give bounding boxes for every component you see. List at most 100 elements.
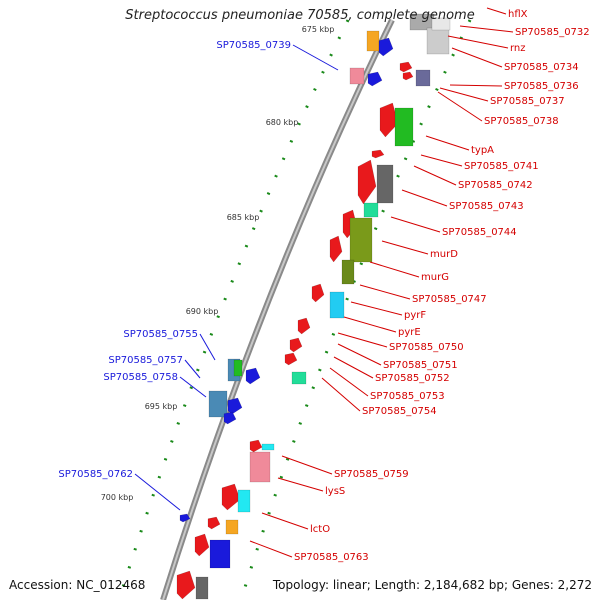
leader-line [333, 356, 374, 379]
gene-label-forward[interactable]: SP70585_0747 [412, 294, 487, 305]
gene-arrow [179, 513, 191, 523]
gene-label-forward[interactable]: SP70585_0743 [449, 201, 524, 212]
gene-block [394, 107, 414, 147]
gene-label-forward[interactable]: SP70585_0734 [504, 62, 579, 73]
gene-label-reverse[interactable]: SP70585_0739 [216, 40, 291, 51]
genome-title: Streptococcus pneumoniae 70585, complete… [125, 8, 475, 23]
leader-line [447, 35, 509, 49]
gene-label-forward[interactable]: pyrF [404, 310, 426, 321]
gene-label-forward[interactable]: pyrE [398, 327, 421, 338]
gene-block [376, 164, 394, 204]
gene-label-forward[interactable]: typA [471, 145, 494, 156]
kbp-tick-label: 700 kbp [101, 493, 134, 502]
leader-line [199, 333, 216, 361]
gene-label-reverse[interactable]: SP70585_0758 [103, 372, 178, 383]
gene-label-forward[interactable]: lctO [310, 524, 330, 535]
gene-arrow [371, 149, 385, 159]
leader-line [179, 376, 207, 398]
gene-block [261, 443, 275, 451]
gene-arrow [284, 352, 298, 366]
tick-track-outer [239, 19, 472, 600]
gene-block [208, 390, 228, 418]
leader-line [337, 332, 388, 348]
gene-arrow [245, 367, 261, 385]
leader-line [329, 367, 369, 397]
leader-line [277, 477, 324, 492]
leader-line [451, 47, 503, 68]
leader-line [486, 7, 507, 15]
gene-label-forward[interactable]: SP70585_0759 [334, 469, 409, 480]
gene-arrow [311, 283, 325, 303]
gene-block [366, 30, 380, 52]
leader-line [281, 455, 333, 475]
gene-block [349, 67, 365, 85]
gene-block [363, 202, 379, 218]
gene-label-forward[interactable]: murD [430, 249, 458, 260]
topology-text: Topology: linear; Length: 2,184,682 bp; … [272, 578, 592, 592]
gene-label-forward[interactable]: SP70585_0763 [294, 552, 369, 563]
gene-label-forward[interactable]: SP70585_0751 [383, 360, 458, 371]
leader-line [401, 189, 448, 207]
leader-line [337, 343, 382, 366]
gene-arrow [249, 439, 263, 453]
leader-line [350, 301, 403, 316]
gene-block [249, 451, 271, 483]
gene-block [426, 27, 450, 55]
kbp-tick-label: 690 kbp [186, 307, 219, 316]
kbp-tick-label: 695 kbp [145, 402, 178, 411]
gene-block [195, 576, 209, 600]
gene-block [233, 359, 243, 377]
gene-arrow [223, 411, 237, 425]
leader-line [420, 154, 463, 167]
gene-label-forward[interactable]: SP70585_0736 [504, 81, 579, 92]
leader-line [249, 540, 293, 558]
gene-block [329, 291, 345, 319]
gene-label-forward[interactable]: SP70585_0753 [370, 391, 445, 402]
gene-block [209, 539, 231, 569]
gene-arrow [379, 102, 399, 138]
gene-arrow [399, 61, 413, 73]
gene-arrow [176, 570, 196, 600]
kbp-tick-label: 675 kbp [302, 25, 335, 34]
gene-label-reverse[interactable]: SP70585_0757 [108, 355, 183, 366]
gene-block [341, 259, 355, 285]
gene-label-forward[interactable]: hflX [508, 9, 528, 20]
leader-line [343, 316, 397, 333]
gene-block [349, 217, 373, 263]
gene-arrow [221, 483, 241, 511]
leader-line [459, 25, 514, 33]
tick-track-inner [117, 19, 350, 600]
gene-label-forward[interactable]: SP70585_0754 [362, 406, 437, 417]
gene-label-reverse[interactable]: SP70585_0755 [123, 329, 198, 340]
gene-label-forward[interactable]: lysS [325, 486, 345, 497]
gene-label-forward[interactable]: SP70585_0738 [484, 116, 559, 127]
gene-label-forward[interactable]: SP70585_0752 [375, 373, 450, 384]
leader-line [425, 135, 470, 151]
leader-line [321, 377, 361, 412]
gene-label-forward[interactable]: SP70585_0737 [490, 96, 565, 107]
gene-label-reverse[interactable]: SP70585_0762 [58, 469, 133, 480]
gene-block [291, 371, 307, 385]
gene-block [431, 17, 451, 31]
leader-line [413, 165, 457, 186]
gene-label-forward[interactable]: rnz [510, 43, 526, 54]
gene-label-forward[interactable]: SP70585_0742 [458, 180, 533, 191]
gene-arrow [297, 317, 311, 335]
leader-line [134, 473, 181, 511]
kbp-tick-label: 685 kbp [227, 213, 260, 222]
leader-line [261, 512, 309, 530]
gene-label-forward[interactable]: SP70585_0744 [442, 227, 517, 238]
gene-label-forward[interactable]: SP70585_0741 [464, 161, 539, 172]
leader-line [184, 359, 201, 379]
gene-label-forward[interactable]: SP70585_0732 [515, 27, 590, 38]
accession-text: Accession: NC_012468 [9, 578, 146, 592]
gene-arrow [289, 337, 303, 353]
leader-line [292, 44, 339, 71]
gene-arrow [367, 71, 383, 87]
gene-label-forward[interactable]: murG [421, 272, 449, 283]
leader-line [437, 91, 483, 122]
gene-label-forward[interactable]: SP70585_0750 [389, 342, 464, 353]
gene-arrow [207, 516, 221, 530]
leader-line [390, 216, 441, 233]
